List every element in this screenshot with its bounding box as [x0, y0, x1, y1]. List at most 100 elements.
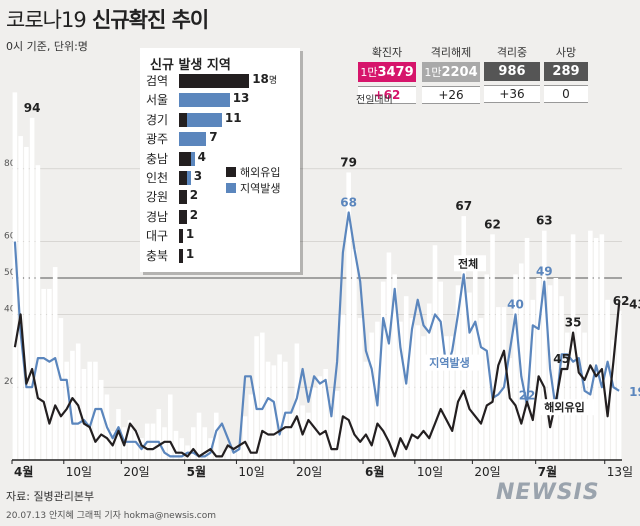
region-bar-local — [190, 151, 195, 166]
bar-total — [196, 412, 202, 460]
x-tick-label: 10일 — [417, 465, 443, 479]
region-row: 경기 11 — [146, 111, 296, 129]
value-label: 67 — [455, 199, 472, 213]
bar-total — [582, 332, 587, 460]
bar-total — [570, 234, 576, 460]
region-value: 7 — [209, 130, 217, 144]
bar-total — [357, 318, 363, 460]
bar-total — [98, 379, 104, 460]
bar-total — [484, 274, 490, 460]
stat-label: 사망 — [555, 46, 577, 59]
value-label: 49 — [536, 265, 553, 279]
bar-total — [265, 361, 271, 460]
bar-total — [277, 354, 282, 460]
bar-total — [283, 361, 288, 460]
stat-value-rest: 289 — [552, 64, 580, 79]
bar-total — [415, 325, 420, 460]
region-bar-imported — [179, 209, 187, 224]
region-bar-local — [186, 112, 222, 127]
stat-1: 격리해제 1만2204 +26 — [422, 44, 480, 104]
stat-value: 986 — [484, 62, 540, 81]
series-label-bg — [453, 255, 486, 272]
region-value-number: 1 — [185, 227, 195, 242]
stat-value-rest: 3479 — [377, 65, 414, 80]
region-value: 4 — [198, 150, 206, 164]
region-bar-imported — [179, 229, 183, 244]
series-label-bg — [540, 399, 597, 416]
series-label: 지역발생 — [429, 356, 469, 370]
x-tick-label: 6월 — [365, 464, 384, 479]
value-label: 35 — [565, 316, 582, 330]
bar-total — [248, 394, 254, 460]
value-label: 94 — [24, 101, 41, 115]
bar-total — [369, 332, 374, 460]
bar-total — [588, 230, 593, 460]
bar-total — [288, 412, 294, 460]
region-value: 1 — [186, 227, 194, 241]
bar-total — [593, 237, 599, 460]
region-value: 11 — [225, 111, 242, 125]
stat-value: 1만2204 — [422, 62, 480, 82]
stat-value: 289 — [544, 62, 588, 81]
region-unit: 명 — [268, 76, 278, 86]
bar-total — [530, 299, 536, 460]
bar-total — [81, 369, 87, 460]
series-label: 전체 — [458, 256, 478, 270]
legend-item: 해외유입 — [226, 164, 280, 180]
region-name: 강원 — [146, 190, 169, 205]
series-label: 해외유입 — [544, 400, 584, 414]
region-row: 충남 4 — [146, 150, 296, 168]
region-value-number: 7 — [209, 130, 218, 145]
y-tick-label: 80 — [4, 159, 16, 169]
source-note: 자료: 질병관리본부 — [6, 490, 95, 503]
region-bar-imported — [179, 171, 187, 185]
bar-total — [363, 361, 369, 460]
bar-total — [438, 281, 444, 460]
value-label: 79 — [340, 155, 357, 169]
stat-label: 확진자 — [371, 46, 403, 59]
legend-label: 해외유입 — [240, 166, 281, 179]
region-row: 대구 1 — [146, 227, 296, 245]
stat-change: +26 — [422, 86, 480, 104]
region-bar-imported — [179, 151, 191, 166]
value-label: 62 — [613, 294, 630, 308]
region-value-number: 13 — [232, 91, 250, 106]
region-name: 인천 — [146, 171, 169, 185]
bar-total — [426, 303, 432, 460]
bar-total — [271, 365, 277, 460]
region-value: 13 — [233, 91, 250, 105]
inset-legend: 해외유입 지역발생 — [226, 164, 280, 196]
x-tick-label: 10일 — [238, 465, 264, 479]
region-bar-imported — [179, 112, 187, 127]
region-value-number: 2 — [189, 207, 199, 222]
change-label: 전일대비 — [356, 95, 393, 106]
bar-total — [398, 321, 403, 460]
region-bar-imported — [179, 248, 183, 263]
y-tick-label: 60 — [4, 232, 16, 242]
region-value: 1 — [186, 247, 194, 261]
x-tick-label: 7월 — [538, 464, 557, 479]
region-row: 강원 2 — [146, 188, 296, 206]
legend-item: 지역발생 — [226, 180, 280, 196]
x-tick-label: 20일 — [123, 465, 149, 479]
legend-swatch — [226, 183, 236, 193]
region-value: 18명 — [252, 72, 277, 86]
value-label: 68 — [340, 195, 357, 209]
region-value: 3 — [194, 169, 202, 183]
region-row: 광주 7 — [146, 130, 296, 148]
bar-total — [231, 452, 236, 460]
bar-total — [536, 278, 541, 460]
bar-total — [47, 288, 52, 460]
y-tick-label: 50 — [4, 268, 16, 278]
bar-total — [225, 449, 231, 460]
series-line-local — [13, 211, 620, 458]
region-inset: 신규 발생 지역 검역 18명 서울 13 경기 11 광주 7 충남 4 인천 3 강원 2 경남 2 대구 1… — [140, 48, 300, 272]
bar-total — [133, 430, 139, 460]
stat-value-prefix: 1만 — [424, 66, 442, 79]
value-label: 45 — [553, 352, 570, 366]
bar-total — [323, 369, 328, 460]
bar-total — [52, 267, 58, 460]
bar-total — [386, 252, 392, 460]
bar-total — [173, 430, 179, 460]
